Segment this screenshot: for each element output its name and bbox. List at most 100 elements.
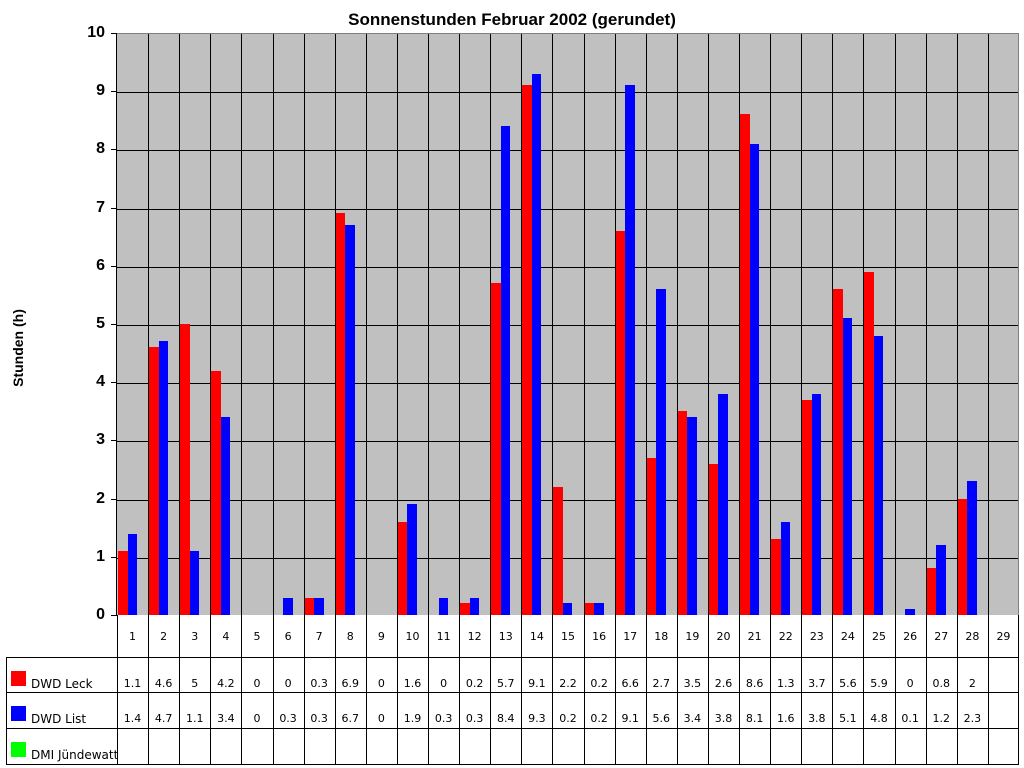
gridline-vertical	[396, 34, 398, 615]
gridline-vertical	[272, 34, 274, 615]
gridline-vertical	[303, 34, 305, 615]
bar-dwd-leck	[740, 114, 750, 615]
category-label: 10	[405, 630, 420, 643]
y-tick-mark	[111, 498, 117, 500]
table-column-divider	[925, 615, 927, 764]
table-cell-value: 0	[377, 677, 385, 690]
bar-dwd-leck	[584, 603, 595, 615]
gridline-vertical	[552, 34, 554, 615]
bar-dwd-leck	[957, 498, 968, 615]
bar-dwd-list	[905, 609, 915, 615]
bar-dwd-list	[594, 603, 604, 615]
table-cell-value: 8.4	[497, 712, 515, 725]
table-column-divider	[894, 615, 896, 764]
y-tick-label: 5	[96, 315, 105, 332]
table-cell-value: 4.6	[154, 677, 173, 690]
table-column-divider	[1018, 615, 1019, 764]
table-column-divider	[832, 615, 834, 764]
bar-dwd-leck	[646, 457, 657, 615]
table-cell-value: 0.3	[465, 712, 484, 725]
gridline-vertical	[614, 34, 616, 615]
bar-dwd-list	[718, 393, 728, 615]
category-label: 15	[560, 630, 575, 643]
bar-dwd-list	[469, 597, 480, 615]
category-label: 11	[436, 630, 451, 643]
category-label: 19	[685, 630, 700, 643]
table-column-divider	[645, 615, 647, 764]
bar-dwd-leck	[460, 603, 470, 615]
bar-dwd-list	[687, 417, 697, 615]
table-column-divider	[241, 615, 243, 764]
gridline-horizontal	[117, 92, 1018, 94]
category-label: 9	[377, 630, 385, 643]
bar-dwd-leck	[211, 370, 221, 615]
gridline-horizontal	[117, 266, 1018, 268]
legend-swatch-dwd-leck	[11, 671, 26, 686]
gridline-vertical	[179, 34, 181, 615]
bar-dwd-list	[656, 289, 666, 615]
bar-dwd-leck	[553, 486, 563, 615]
table-row-divider	[6, 657, 1019, 658]
table-cell-value: 1.6	[776, 712, 795, 725]
bar-dwd-list	[500, 126, 511, 615]
table-cell-value: 5.1	[839, 712, 857, 725]
gridline-horizontal	[117, 383, 1018, 385]
category-label: 17	[623, 630, 638, 643]
category-label: 21	[747, 630, 762, 643]
gridline-vertical	[334, 34, 336, 615]
table-cell-value: 3.5	[683, 677, 702, 690]
table-column-divider	[459, 615, 461, 764]
table-column-divider	[365, 615, 367, 764]
category-label: 5	[253, 630, 261, 643]
category-label: 27	[934, 630, 949, 643]
bar-dwd-leck	[615, 230, 626, 615]
table-column-divider	[707, 615, 709, 764]
table-cell-value: 2.6	[714, 677, 733, 690]
category-label: 14	[529, 630, 544, 643]
bar-dwd-list	[127, 533, 137, 615]
bar-dwd-leck	[335, 213, 346, 615]
category-label: 22	[778, 630, 793, 643]
bar-dwd-leck	[802, 399, 812, 615]
bar-dwd-list	[811, 393, 822, 615]
bar-dwd-list	[749, 143, 760, 615]
y-tick-mark	[111, 324, 117, 325]
table-cell-value: 1.9	[403, 712, 422, 725]
gridline-vertical	[801, 34, 803, 615]
table-cell-value: 0.2	[465, 677, 484, 690]
table-cell-value: 3.4	[683, 712, 702, 725]
y-tick-label: 3	[96, 431, 105, 449]
gridline-vertical	[521, 34, 523, 615]
bar-dwd-list	[842, 318, 853, 615]
table-cell-value: 2.2	[559, 677, 577, 690]
bar-dwd-list	[531, 73, 542, 615]
chart-title: Sonnenstunden Februar 2002 (gerundet)	[348, 10, 676, 29]
bar-dwd-list	[283, 597, 293, 615]
y-tick-mark	[111, 556, 117, 558]
bar-dwd-leck	[491, 283, 501, 615]
table-cell-value: 2.3	[963, 712, 982, 725]
table-cell-value: 2	[968, 677, 976, 690]
y-tick-mark	[111, 440, 117, 442]
table-cell-value: 3.8	[714, 712, 733, 725]
gridline-horizontal	[117, 150, 1018, 152]
table-cell-value: 5	[191, 677, 199, 690]
legend-swatch-dmi-jündewatt	[11, 742, 26, 757]
y-tick-mark	[111, 207, 117, 209]
gridline-vertical	[676, 34, 678, 615]
table-cell-value: 5.7	[497, 677, 515, 690]
table-cell-value: 6.6	[621, 677, 639, 690]
bar-dwd-leck	[397, 521, 408, 615]
bar-dwd-leck	[864, 271, 874, 615]
table-row-divider	[6, 764, 1019, 765]
gridline-horizontal	[117, 325, 1018, 326]
gridline-horizontal	[117, 441, 1018, 443]
table-row-divider	[6, 692, 1019, 693]
category-label: 29	[996, 630, 1011, 643]
bar-dwd-list	[625, 85, 635, 615]
y-tick-mark	[111, 265, 117, 267]
table-column-divider	[552, 615, 554, 764]
table-row-divider	[6, 728, 1019, 729]
bar-dwd-leck	[771, 539, 781, 615]
y-tick-label: 0	[96, 606, 105, 623]
